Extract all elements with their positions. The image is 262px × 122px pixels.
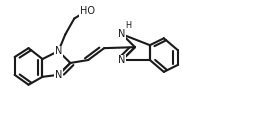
Text: N: N bbox=[118, 29, 126, 39]
Text: N: N bbox=[55, 70, 62, 80]
Text: H: H bbox=[125, 21, 132, 30]
Text: N: N bbox=[118, 55, 126, 65]
Text: HO: HO bbox=[80, 6, 95, 16]
Text: N: N bbox=[118, 29, 126, 39]
Text: N: N bbox=[55, 46, 62, 56]
